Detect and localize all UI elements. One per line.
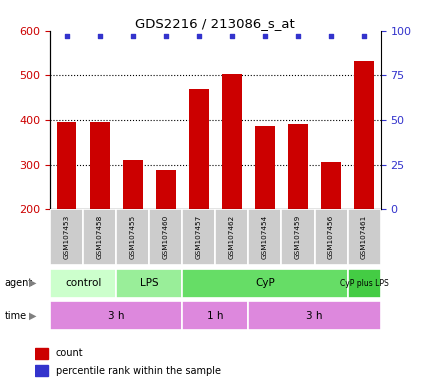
Bar: [182, 269, 347, 298]
Point: [327, 33, 334, 39]
Bar: [221, 74, 241, 209]
Text: GSM107461: GSM107461: [360, 215, 366, 259]
Point: [228, 33, 235, 39]
Text: GSM107458: GSM107458: [96, 215, 102, 259]
Bar: [353, 61, 373, 209]
Bar: [314, 209, 347, 265]
Text: GSM107456: GSM107456: [327, 215, 333, 259]
Bar: [83, 209, 116, 265]
Bar: [182, 209, 215, 265]
Bar: [50, 209, 83, 265]
Text: GSM107455: GSM107455: [129, 215, 135, 259]
Text: CyP plus LPS: CyP plus LPS: [339, 279, 388, 288]
Text: 1 h: 1 h: [207, 311, 223, 321]
Bar: [155, 170, 175, 209]
Bar: [320, 162, 340, 209]
Title: GDS2216 / 213086_s_at: GDS2216 / 213086_s_at: [135, 17, 295, 30]
Text: LPS: LPS: [140, 278, 158, 288]
Bar: [116, 269, 182, 298]
Bar: [56, 122, 76, 209]
Bar: [281, 209, 314, 265]
Bar: [248, 209, 281, 265]
Bar: [215, 209, 248, 265]
Text: 3 h: 3 h: [108, 311, 124, 321]
Text: GSM107453: GSM107453: [63, 215, 69, 259]
Text: GSM107457: GSM107457: [195, 215, 201, 259]
Text: control: control: [65, 278, 101, 288]
Point: [294, 33, 301, 39]
Text: GSM107454: GSM107454: [261, 215, 267, 259]
Text: GSM107459: GSM107459: [294, 215, 300, 259]
Bar: [50, 269, 116, 298]
Bar: [347, 209, 380, 265]
Text: 3 h: 3 h: [306, 311, 322, 321]
Bar: [182, 301, 248, 330]
Text: GSM107460: GSM107460: [162, 215, 168, 259]
Bar: [347, 269, 380, 298]
Bar: [254, 126, 274, 209]
Bar: [116, 209, 149, 265]
Text: CyP: CyP: [254, 278, 274, 288]
Bar: [149, 209, 182, 265]
Text: percentile rank within the sample: percentile rank within the sample: [56, 366, 220, 376]
Point: [96, 33, 103, 39]
Point: [129, 33, 136, 39]
Bar: [287, 124, 307, 209]
Bar: [35, 348, 48, 359]
Point: [261, 33, 268, 39]
Bar: [50, 301, 182, 330]
Text: GSM107462: GSM107462: [228, 215, 234, 259]
Text: agent: agent: [4, 278, 33, 288]
Text: time: time: [4, 311, 26, 321]
Bar: [122, 160, 142, 209]
Text: ▶: ▶: [29, 278, 37, 288]
Bar: [35, 365, 48, 376]
Bar: [89, 122, 109, 209]
Bar: [248, 301, 380, 330]
Bar: [188, 89, 208, 209]
Point: [162, 33, 169, 39]
Point: [360, 33, 367, 39]
Text: ▶: ▶: [29, 311, 37, 321]
Point: [63, 33, 70, 39]
Text: count: count: [56, 348, 83, 358]
Point: [195, 33, 202, 39]
